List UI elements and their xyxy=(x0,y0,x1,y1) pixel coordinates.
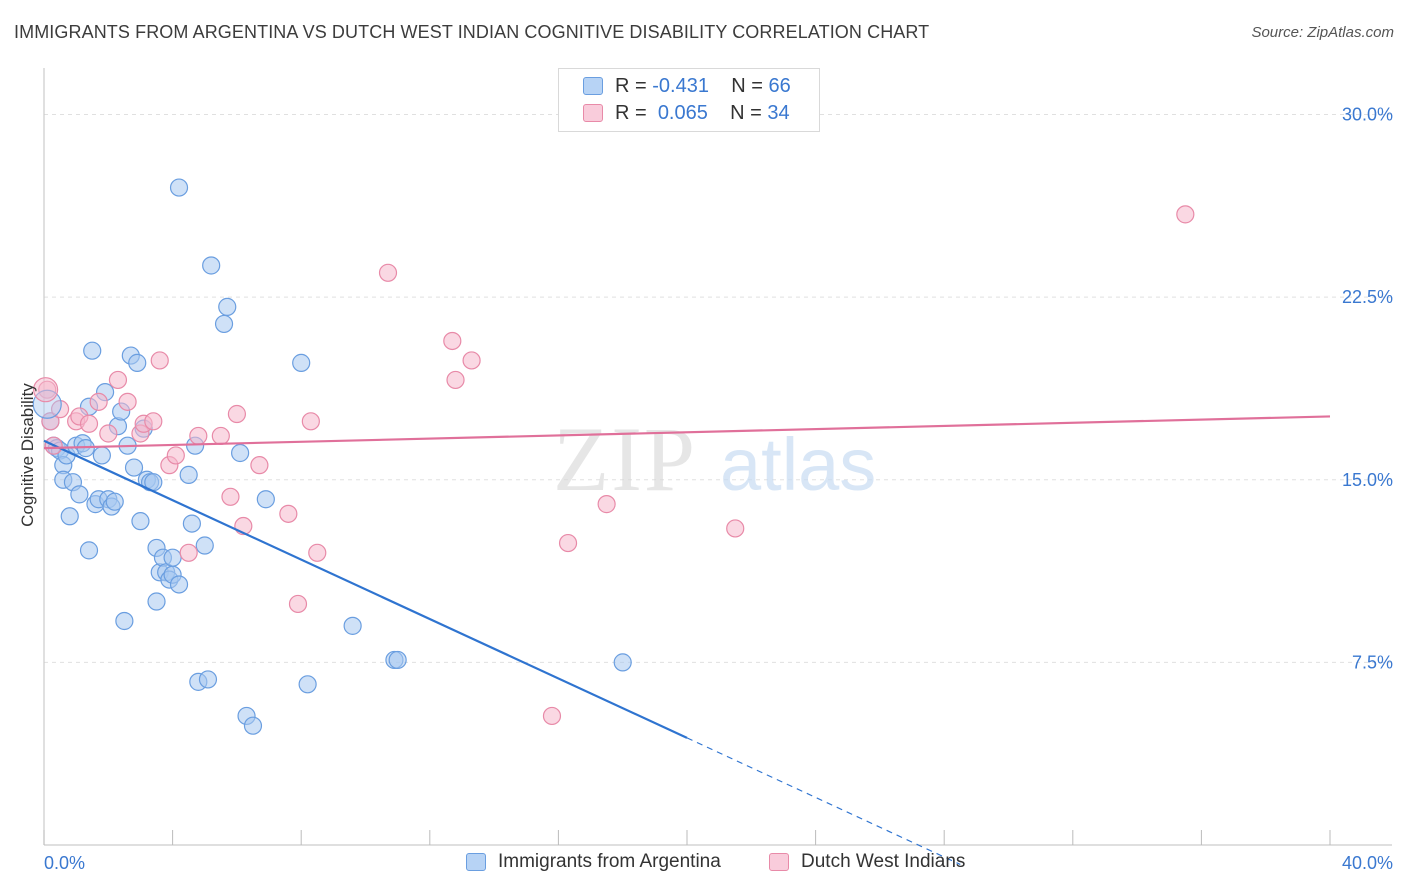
point-dutch xyxy=(443,331,462,351)
point-argentina xyxy=(147,592,166,611)
point-argentina xyxy=(343,616,362,635)
point-argentina xyxy=(79,541,99,560)
point-dutch xyxy=(179,543,198,562)
series-name-argentina: Immigrants from Argentina xyxy=(498,851,721,872)
point-argentina xyxy=(60,507,79,526)
y-axis-label: Cognitive Disability xyxy=(18,383,37,527)
legend-r-label: R = xyxy=(615,74,647,97)
point-dutch xyxy=(558,533,578,553)
point-argentina xyxy=(105,492,124,511)
point-dutch xyxy=(99,424,118,443)
watermark-atlas: atlas xyxy=(720,423,876,506)
gridlines xyxy=(44,114,1392,663)
source-label: Source: ZipAtlas.com xyxy=(1251,24,1394,41)
series-name-dutch: Dutch West Indians xyxy=(801,851,966,872)
point-dutch xyxy=(33,377,59,403)
point-argentina xyxy=(195,536,214,555)
point-dutch xyxy=(150,351,169,370)
y-tick-label: 7.5% xyxy=(1352,652,1393,672)
legend-n-label: N = xyxy=(731,74,763,97)
point-dutch xyxy=(108,370,128,390)
trendline-argentina xyxy=(43,439,688,739)
point-argentina xyxy=(83,341,102,360)
point-dutch xyxy=(221,487,240,506)
point-dutch xyxy=(446,370,465,390)
points xyxy=(32,178,1195,735)
legend-r-value: 0.065 xyxy=(657,101,708,124)
x-tick-label-max: 40.0% xyxy=(1342,853,1393,873)
point-argentina xyxy=(613,653,632,672)
legend-n-value: 34 xyxy=(767,101,790,124)
legend-swatch-blue xyxy=(466,853,486,871)
point-argentina xyxy=(256,490,275,509)
point-dutch xyxy=(41,412,60,431)
point-argentina xyxy=(214,314,234,334)
legend-n-label: N = xyxy=(730,101,762,124)
point-argentina xyxy=(124,458,144,477)
point-argentina xyxy=(298,675,317,694)
point-dutch xyxy=(227,404,246,424)
point-dutch xyxy=(301,412,320,431)
stats-legend: R = -0.431 N = 66 R = 0.065 N = 34 xyxy=(558,68,820,132)
point-dutch xyxy=(279,504,298,523)
point-dutch xyxy=(378,263,398,282)
chart-title: IMMIGRANTS FROM ARGENTINA VS DUTCH WEST … xyxy=(14,22,930,42)
point-argentina xyxy=(115,611,134,631)
axes xyxy=(43,68,1392,846)
watermark: ZIP atlas xyxy=(553,408,876,510)
legend-row-argentina: R = -0.431 N = 66 xyxy=(583,73,791,99)
point-argentina xyxy=(70,485,89,504)
point-argentina xyxy=(131,512,150,531)
legend-swatch-pink xyxy=(769,853,789,871)
point-dutch xyxy=(250,456,269,475)
point-argentina xyxy=(179,465,198,484)
y-tick-label: 15.0% xyxy=(1342,470,1393,490)
bottom-legend-argentina: Immigrants from Argentina xyxy=(466,851,721,873)
point-dutch xyxy=(308,543,327,562)
point-dutch xyxy=(211,426,230,446)
y-tick-label: 30.0% xyxy=(1342,105,1393,125)
point-dutch xyxy=(1176,205,1195,224)
point-argentina xyxy=(198,670,218,689)
point-argentina xyxy=(218,297,237,316)
point-dutch xyxy=(597,495,616,514)
legend-r-label: R = xyxy=(615,101,647,124)
legend-swatch-pink xyxy=(583,104,603,122)
watermark-zip: ZIP xyxy=(553,408,697,510)
point-argentina xyxy=(169,575,189,594)
tick-labels: 7.5% 15.0% 22.5% 30.0% 0.0% 40.0% Cognitive Di… xyxy=(18,105,1393,873)
point-dutch xyxy=(166,446,185,465)
point-argentina xyxy=(128,353,147,372)
point-argentina xyxy=(163,548,182,567)
point-argentina xyxy=(243,716,263,735)
legend-swatch-blue xyxy=(583,77,603,95)
point-dutch xyxy=(89,392,108,411)
point-argentina xyxy=(292,353,311,372)
point-argentina xyxy=(92,446,111,465)
legend-n-value: 66 xyxy=(768,74,791,97)
bottom-legend-dutch: Dutch West Indians xyxy=(769,851,965,873)
point-argentina xyxy=(182,514,201,533)
point-dutch xyxy=(462,351,481,370)
point-argentina xyxy=(169,178,189,197)
point-dutch xyxy=(79,414,99,433)
point-dutch xyxy=(118,392,137,411)
point-dutch xyxy=(189,426,208,446)
point-argentina xyxy=(202,256,221,275)
point-argentina xyxy=(388,650,407,670)
legend-row-dutch: R = 0.065 N = 34 xyxy=(583,100,790,126)
y-tick-label: 22.5% xyxy=(1342,287,1393,307)
trendline-dutch xyxy=(43,415,1331,450)
point-dutch xyxy=(144,412,163,431)
x-tick-label-min: 0.0% xyxy=(44,853,85,873)
legend-r-value: -0.431 xyxy=(652,74,709,97)
point-dutch xyxy=(288,594,308,614)
point-dutch xyxy=(542,706,562,726)
point-dutch xyxy=(726,519,745,538)
trendlines xyxy=(43,415,1331,866)
point-argentina xyxy=(231,443,250,463)
